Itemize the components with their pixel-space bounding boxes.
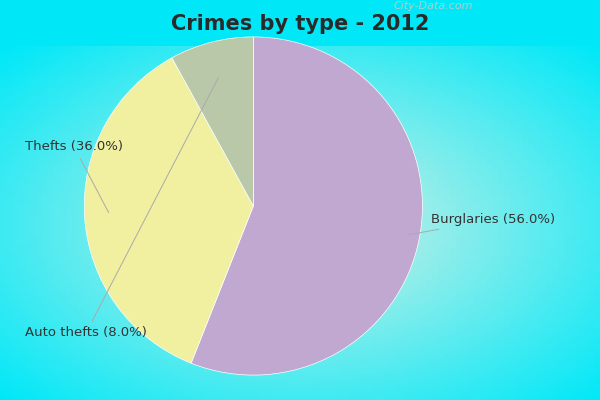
- Text: Burglaries (56.0%): Burglaries (56.0%): [409, 213, 555, 235]
- Text: Crimes by type - 2012: Crimes by type - 2012: [171, 14, 429, 34]
- Text: City-Data.com: City-Data.com: [394, 1, 473, 11]
- Wedge shape: [172, 37, 253, 206]
- Wedge shape: [191, 37, 422, 375]
- Text: Auto thefts (8.0%): Auto thefts (8.0%): [25, 78, 218, 339]
- Text: Thefts (36.0%): Thefts (36.0%): [25, 140, 123, 212]
- Wedge shape: [84, 58, 253, 363]
